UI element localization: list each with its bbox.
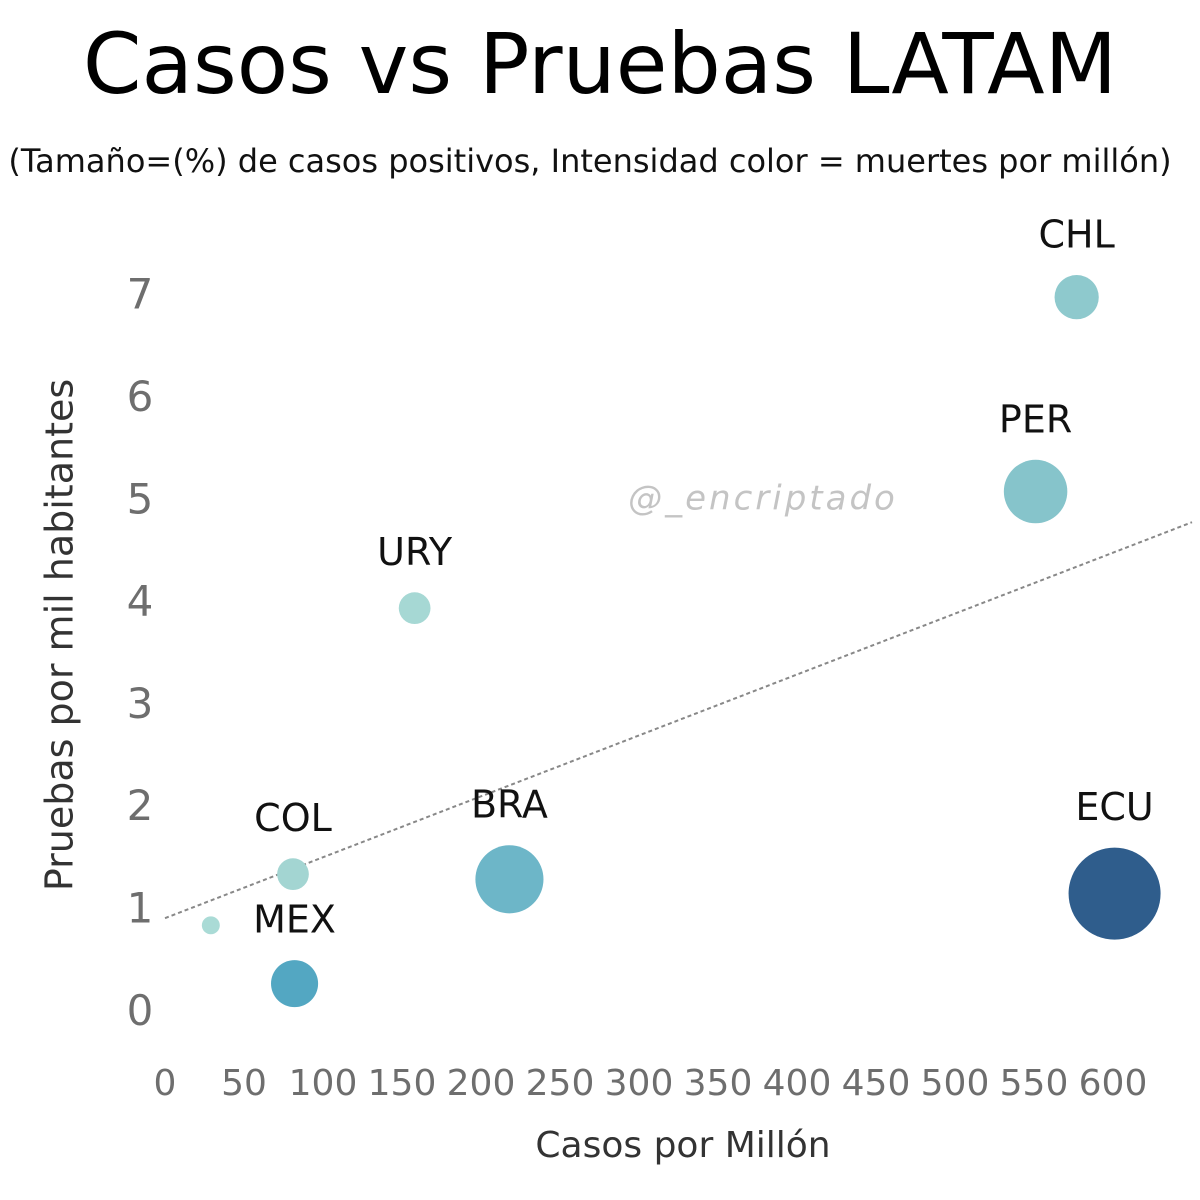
y-tick-label: 1 bbox=[127, 884, 154, 933]
chart-subtitle: (Tamaño=(%) de casos positivos, Intensid… bbox=[8, 142, 1171, 180]
bubble bbox=[475, 845, 544, 914]
x-axis-label: Casos por Millón bbox=[535, 1125, 830, 1166]
point-label: BRA bbox=[471, 783, 548, 827]
y-axis-label: Pruebas por mil habitantes bbox=[38, 379, 82, 891]
x-tick-label: 500 bbox=[921, 1063, 990, 1104]
bubble bbox=[1068, 847, 1161, 940]
bubble bbox=[201, 916, 220, 935]
point-label: MEX bbox=[253, 898, 336, 942]
chart-title: Casos vs Pruebas LATAM bbox=[83, 15, 1117, 113]
x-tick-label: 250 bbox=[526, 1063, 595, 1104]
bubble bbox=[1003, 459, 1068, 524]
point-label: COL bbox=[254, 796, 332, 840]
y-tick-label: 5 bbox=[127, 474, 154, 523]
y-tick-label: 3 bbox=[127, 679, 154, 728]
y-tick-label: 0 bbox=[127, 986, 154, 1035]
trend-line bbox=[164, 521, 1193, 920]
x-tick-label: 450 bbox=[842, 1063, 911, 1104]
point-label: URY bbox=[377, 530, 453, 574]
x-tick-label: 150 bbox=[368, 1063, 437, 1104]
bubble bbox=[1054, 275, 1099, 320]
x-tick-label: 300 bbox=[605, 1063, 674, 1104]
point-label: ECU bbox=[1075, 785, 1153, 829]
y-tick-label: 2 bbox=[127, 781, 154, 830]
y-tick-label: 6 bbox=[127, 372, 154, 421]
bubble bbox=[277, 858, 309, 891]
x-tick-label: 200 bbox=[447, 1063, 516, 1104]
watermark: @_encriptado bbox=[628, 479, 898, 519]
bubble bbox=[398, 592, 431, 625]
point-label: PER bbox=[999, 397, 1072, 441]
x-tick-label: 0 bbox=[154, 1063, 177, 1104]
x-tick-label: 550 bbox=[1000, 1063, 1069, 1104]
x-tick-label: 50 bbox=[221, 1063, 267, 1104]
x-tick-label: 400 bbox=[763, 1063, 832, 1104]
x-tick-label: 350 bbox=[684, 1063, 753, 1104]
bubble bbox=[271, 960, 319, 1008]
point-label: CHL bbox=[1039, 213, 1115, 257]
x-tick-label: 100 bbox=[289, 1063, 358, 1104]
y-tick-label: 7 bbox=[127, 270, 154, 319]
x-tick-label: 600 bbox=[1079, 1063, 1148, 1104]
y-tick-label: 4 bbox=[127, 577, 154, 626]
